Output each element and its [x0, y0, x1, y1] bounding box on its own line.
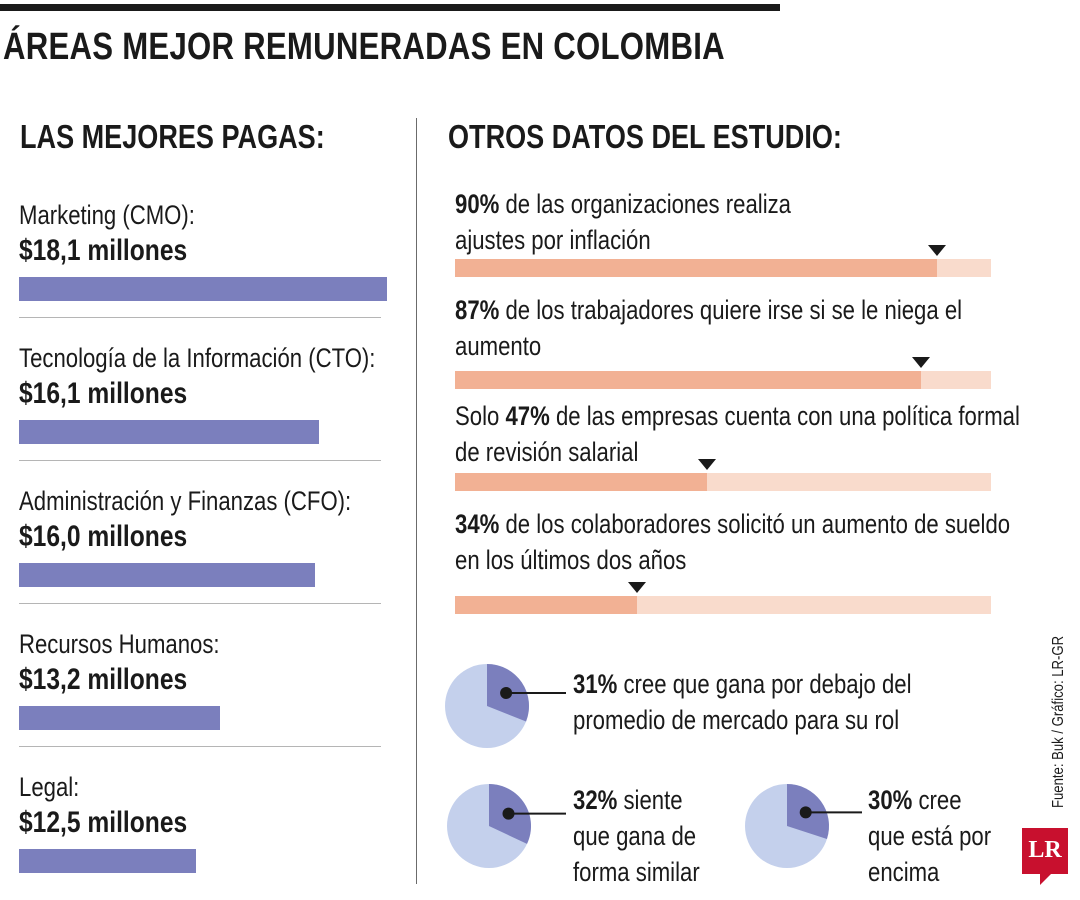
progress-track: [455, 459, 991, 491]
source-credit: Fuente: Buk / Gráfico: LR-GR: [1050, 635, 1067, 808]
progress-fill: [455, 371, 922, 389]
progress-marker-icon: [628, 582, 647, 593]
pie-text: 32% siente que gana de forma similar: [573, 785, 700, 887]
progress-fill: [455, 259, 938, 277]
left-heading: LAS MEJORES PAGAS:: [20, 118, 325, 155]
salary-value-label: $12,5 millones: [19, 806, 188, 839]
salary-category-label: Administración y Finanzas (CFO):: [19, 486, 352, 516]
progress-track: [455, 245, 991, 277]
lr-logo: LR: [1022, 828, 1068, 874]
salary-category-label: Marketing (CMO):: [19, 200, 195, 230]
salary-separator: [19, 317, 381, 318]
salary-value-label: $13,2 millones: [19, 663, 188, 696]
salary-bar: [19, 420, 319, 444]
salary-separator: [19, 746, 381, 747]
progress-fill: [455, 596, 638, 614]
pie-text: 31% cree que gana por debajo del promedio…: [573, 669, 912, 735]
stat-percent: 90%: [455, 189, 500, 219]
right-heading: OTROS DATOS DEL ESTUDIO:: [448, 118, 842, 155]
salary-category-label: Recursos Humanos:: [19, 629, 220, 659]
pie-percent: 32%: [573, 785, 618, 815]
salary-value-label: $18,1 millones: [19, 234, 188, 267]
stat-text: 34% de los colaboradores solicitó un aum…: [455, 509, 1011, 575]
progress-marker-icon: [697, 459, 716, 470]
pie-text: 30% cree que está por encima: [868, 785, 992, 887]
stat-percent: 47%: [505, 401, 550, 431]
salary-bar: [19, 563, 316, 587]
column-divider: [416, 118, 417, 884]
pie-leader-dot: [799, 806, 812, 819]
salary-bar: [19, 706, 220, 730]
pie-leader-dot: [502, 807, 515, 820]
salary-category-label: Tecnología de la Información (CTO):: [19, 343, 376, 373]
progress-marker-icon: [928, 245, 947, 256]
progress-marker-icon: [912, 357, 931, 368]
stat-text: 90% de las organizaciones realiza ajustes…: [455, 189, 792, 255]
salary-value-label: $16,1 millones: [19, 377, 188, 410]
stat-percent: 87%: [455, 295, 500, 325]
salary-value-label: $16,0 millones: [19, 520, 188, 553]
salary-separator: [19, 603, 381, 604]
salary-separator: [19, 460, 381, 461]
top-rule: [0, 4, 780, 11]
pie-leader-dot: [500, 687, 513, 699]
page-title: ÁREAS MEJOR REMUNERADAS EN COLOMBIA: [3, 26, 725, 68]
salary-bar: [19, 277, 387, 301]
stat-percent: 34%: [455, 509, 500, 539]
stat-text: 87% de los trabajadores quiere irse si s…: [455, 295, 963, 361]
salary-bar: [19, 849, 197, 873]
progress-track: [455, 582, 991, 614]
progress-track: [455, 357, 991, 389]
progress-fill: [455, 473, 707, 491]
pie-percent: 30%: [868, 785, 913, 815]
stat-text: Solo 47% de las empresas cuenta con una …: [455, 401, 1020, 467]
salary-category-label: Legal:: [19, 772, 80, 802]
pie-percent: 31%: [573, 669, 618, 699]
lr-logo-tail: [1040, 873, 1052, 885]
